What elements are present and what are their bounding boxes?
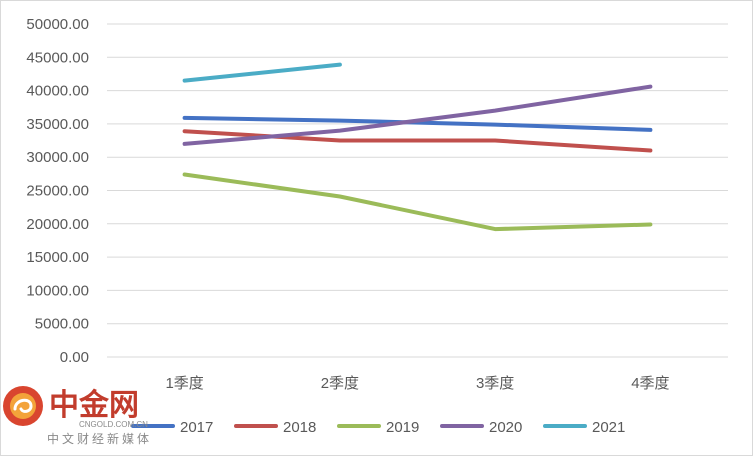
y-axis-tick-labels: 0.00 5000.00 10000.00 15000.00 20000.00 25000… — [26, 16, 89, 366]
series-line-2018 — [182, 129, 653, 153]
x-category-label: 1季度 — [165, 375, 203, 392]
y-tick-label: 30000.00 — [26, 149, 89, 166]
x-axis-category-labels: 1季度 2季度 3季度 4季度 — [165, 375, 669, 392]
series-line-2019 — [182, 172, 653, 232]
cngold-watermark: 中金网 CNGOLD.COM.CN 中文财经新媒体 — [3, 386, 151, 446]
legend-label-2020: 2020 — [489, 419, 522, 436]
x-category-label: 2季度 — [321, 375, 359, 392]
series-line-2021 — [182, 62, 342, 83]
legend-label-2021: 2021 — [592, 419, 625, 436]
watermark-logo-text: 中金网 — [49, 388, 139, 423]
grid-layer — [107, 23, 728, 358]
y-tick-label: 5000.00 — [35, 316, 89, 333]
y-tick-label: 10000.00 — [26, 282, 89, 299]
y-tick-label: 20000.00 — [26, 216, 89, 233]
x-category-label: 4季度 — [631, 375, 669, 392]
watermark-tagline: 中文财经新媒体 — [47, 431, 151, 446]
x-category-label: 3季度 — [476, 375, 514, 392]
series-layer — [182, 62, 653, 232]
y-tick-label: 25000.00 — [26, 183, 89, 200]
y-tick-label: 40000.00 — [26, 83, 89, 100]
y-tick-label: 0.00 — [60, 349, 89, 366]
cngold-logo-icon — [3, 386, 43, 426]
series-line-2020 — [182, 84, 653, 146]
legend-label-2018: 2018 — [283, 419, 316, 436]
legend-label-2019: 2019 — [386, 419, 419, 436]
y-tick-label: 45000.00 — [26, 49, 89, 66]
y-tick-label: 35000.00 — [26, 116, 89, 133]
legend: 2017 2018 2019 2020 2021 — [131, 419, 625, 436]
legend-label-2017: 2017 — [180, 419, 213, 436]
y-tick-label: 15000.00 — [26, 249, 89, 266]
y-tick-label: 50000.00 — [26, 16, 89, 33]
watermark-domain-text: CNGOLD.COM.CN — [79, 420, 148, 429]
